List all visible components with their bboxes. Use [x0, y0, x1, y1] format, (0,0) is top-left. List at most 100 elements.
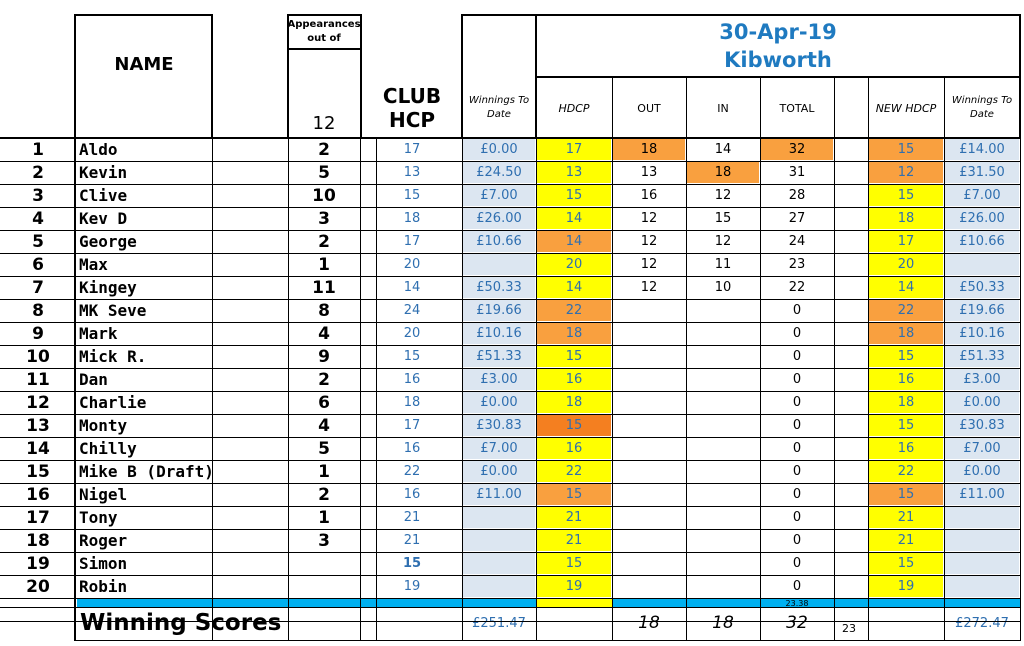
row-number: 15	[26, 461, 50, 482]
grid-hline	[0, 607, 1021, 608]
in-cell	[687, 507, 759, 528]
grid-vline	[211, 14, 213, 138]
bar-segment	[869, 599, 944, 607]
row-number: 10	[26, 346, 50, 367]
in-cell	[687, 461, 759, 482]
bar-segment	[537, 599, 612, 607]
row-number: 3	[32, 185, 44, 206]
winnings2-cell: £10.66	[945, 231, 1019, 252]
in-cell	[687, 346, 759, 367]
hdcp-cell: 14	[537, 277, 611, 298]
row-number: 19	[26, 553, 50, 574]
in-cell	[687, 369, 759, 390]
appearances-cell: 3	[318, 208, 330, 229]
in-cell: 18	[687, 162, 759, 183]
grid-hline	[461, 14, 537, 16]
appearances-cell: 2	[318, 139, 330, 160]
appearances-cell: 1	[318, 254, 330, 275]
out-cell	[613, 461, 685, 482]
hdcp-cell: 22	[537, 300, 611, 321]
winnings-header: Winnings To Date	[468, 95, 530, 120]
appearances-cell: 11	[312, 277, 336, 298]
total-cell: 0	[792, 303, 802, 318]
row-number: 17	[26, 507, 50, 528]
grid-hline	[0, 299, 1021, 300]
total-cell: 0	[792, 349, 802, 364]
winnings2-cell	[945, 553, 1019, 574]
hdcp-cell: 20	[537, 254, 611, 275]
grid-hline	[0, 184, 1021, 185]
row-number: 14	[26, 438, 50, 459]
grid-hline	[0, 529, 1021, 530]
grid-vline	[686, 138, 687, 640]
appearances-cell: 1	[318, 507, 330, 528]
winnings-cell	[463, 507, 535, 528]
player-name: Aldo	[79, 140, 118, 159]
row-number: 13	[26, 415, 50, 436]
new-hdcp-cell: 15	[869, 484, 943, 505]
winnings2-cell: £50.33	[945, 277, 1019, 298]
row-number: 11	[26, 369, 50, 390]
new-hdcp-cell: 18	[869, 392, 943, 413]
club-hcp-cell: 15	[403, 349, 421, 364]
appearances-cell: 6	[318, 392, 330, 413]
winnings2-cell: £7.00	[945, 438, 1019, 459]
row-number: 7	[32, 277, 44, 298]
player-name: Dan	[79, 370, 108, 389]
total-cell: 28	[788, 188, 806, 203]
grid-hline	[0, 621, 1021, 622]
grid-hline	[0, 368, 1021, 369]
out-cell	[613, 507, 685, 528]
club-hcp-cell: 18	[403, 211, 421, 226]
new-hdcp-cell: 21	[869, 507, 943, 528]
grid-hline	[0, 207, 1021, 208]
new-hdcp-cell: 22	[869, 300, 943, 321]
grid-hline	[0, 414, 1021, 415]
out-cell	[613, 392, 685, 413]
hdcp-cell: 14	[537, 208, 611, 229]
winnings-cell: £7.00	[463, 185, 535, 206]
grid-vline	[612, 138, 613, 640]
row-number: 1	[32, 139, 44, 160]
total-cell: 0	[792, 441, 802, 456]
hdcp-header: HDCP	[558, 101, 590, 115]
grid-hline	[0, 460, 1021, 461]
in-cell	[687, 300, 759, 321]
bar-segment	[361, 599, 462, 607]
hdcp-cell: 16	[537, 438, 611, 459]
bar-segment	[761, 599, 834, 607]
club-hcp-cell: 14	[403, 280, 421, 295]
player-name: Mark	[79, 324, 118, 343]
row-number: 9	[32, 323, 44, 344]
hdcp-cell: 21	[537, 530, 611, 551]
row-number: 18	[26, 530, 50, 551]
appearances-cell: 4	[318, 323, 330, 344]
bar-segment	[945, 599, 1020, 607]
grid-hline	[0, 598, 1021, 599]
grid-vline	[360, 14, 362, 138]
club-hcp-cell: 22	[403, 464, 421, 479]
hdcp-cell: 15	[537, 415, 611, 436]
out-cell: 13	[640, 165, 658, 180]
winnings-cell	[463, 254, 535, 275]
appearances-cell: 2	[318, 484, 330, 505]
new-hdcp-cell: 18	[869, 323, 943, 344]
appearances-cell: 1	[318, 461, 330, 482]
grid-hline	[74, 14, 212, 16]
winnings-cell: £19.66	[463, 300, 535, 321]
player-name: Robin	[79, 577, 128, 596]
row-number: 8	[32, 300, 44, 321]
player-name: Kev D	[79, 209, 128, 228]
appearances-cell	[289, 576, 359, 597]
new-hdcp-cell: 15	[869, 553, 943, 574]
grid-vline	[360, 138, 361, 640]
total-cell: 0	[792, 372, 802, 387]
winnings-cell: £0.00	[463, 139, 535, 160]
out-cell	[613, 576, 685, 597]
new-hdcp-cell: 15	[869, 415, 943, 436]
winnings-cell: £50.33	[463, 277, 535, 298]
new-hdcp-cell: 16	[869, 369, 943, 390]
grid-hline	[287, 14, 361, 16]
hdcp-cell: 17	[537, 139, 611, 160]
winnings2-cell: £30.83	[945, 415, 1019, 436]
